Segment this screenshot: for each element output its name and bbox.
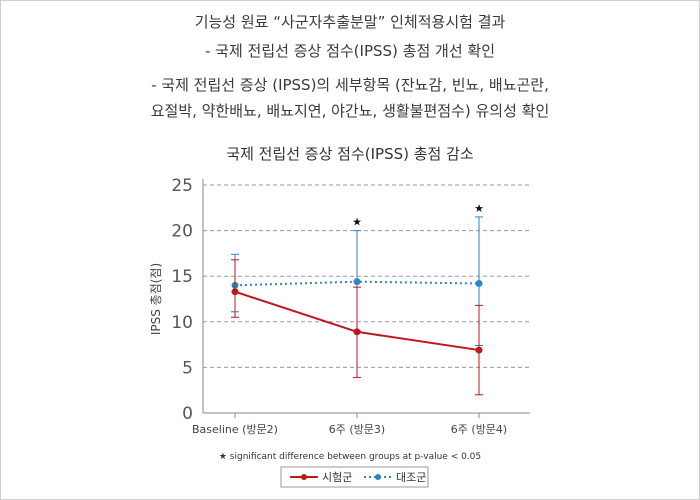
- header-line-2: - 국제 전립선 증상 점수(IPSS) 총점 개선 확인: [204, 42, 495, 60]
- data-point: [475, 279, 483, 287]
- legend-label-test: 시험군: [322, 471, 352, 484]
- y-tick-label: 25: [171, 176, 193, 196]
- x-tick-label: 6주 (방문4): [451, 423, 507, 436]
- series-line-control: [234, 280, 480, 287]
- data-point: [231, 288, 239, 296]
- y-axis-label: IPSS 총점(점): [149, 263, 163, 335]
- data-point: [475, 346, 483, 354]
- x-tick-label: Baseline (방문2): [192, 423, 278, 436]
- y-tick-label: 15: [171, 267, 193, 287]
- y-tick-label: 20: [171, 222, 193, 242]
- y-tick-label: 0: [182, 404, 193, 424]
- header-line-1: 기능성 원료 “사군자추출분말” 인체적용시험 결과: [194, 13, 506, 31]
- significance-star: ★: [474, 202, 484, 215]
- header-line-3: - 국제 전립선 증상 (IPSS)의 세부항목 (잔뇨감, 빈뇨, 배뇨곤란,: [151, 76, 549, 94]
- y-tick-label: 10: [171, 313, 193, 333]
- data-point: [353, 328, 361, 336]
- x-tick-label: 6주 (방문3): [329, 423, 385, 436]
- legend-marker-control: [375, 474, 381, 480]
- legend-label-control: 대조군: [396, 471, 426, 484]
- data-point: [353, 278, 361, 286]
- chart-footnote: ★ significant difference between groups …: [219, 452, 481, 462]
- legend-marker-test: [301, 474, 307, 480]
- legend-box: [280, 466, 429, 488]
- chart-title: 국제 전립선 증상 점수(IPSS) 총점 감소: [226, 145, 474, 163]
- header-line-4: 요절박, 약한배뇨, 배뇨지연, 야간뇨, 생활불편점수) 유의성 확인: [150, 102, 550, 120]
- significance-star: ★: [352, 216, 362, 229]
- y-tick-label: 5: [182, 358, 193, 378]
